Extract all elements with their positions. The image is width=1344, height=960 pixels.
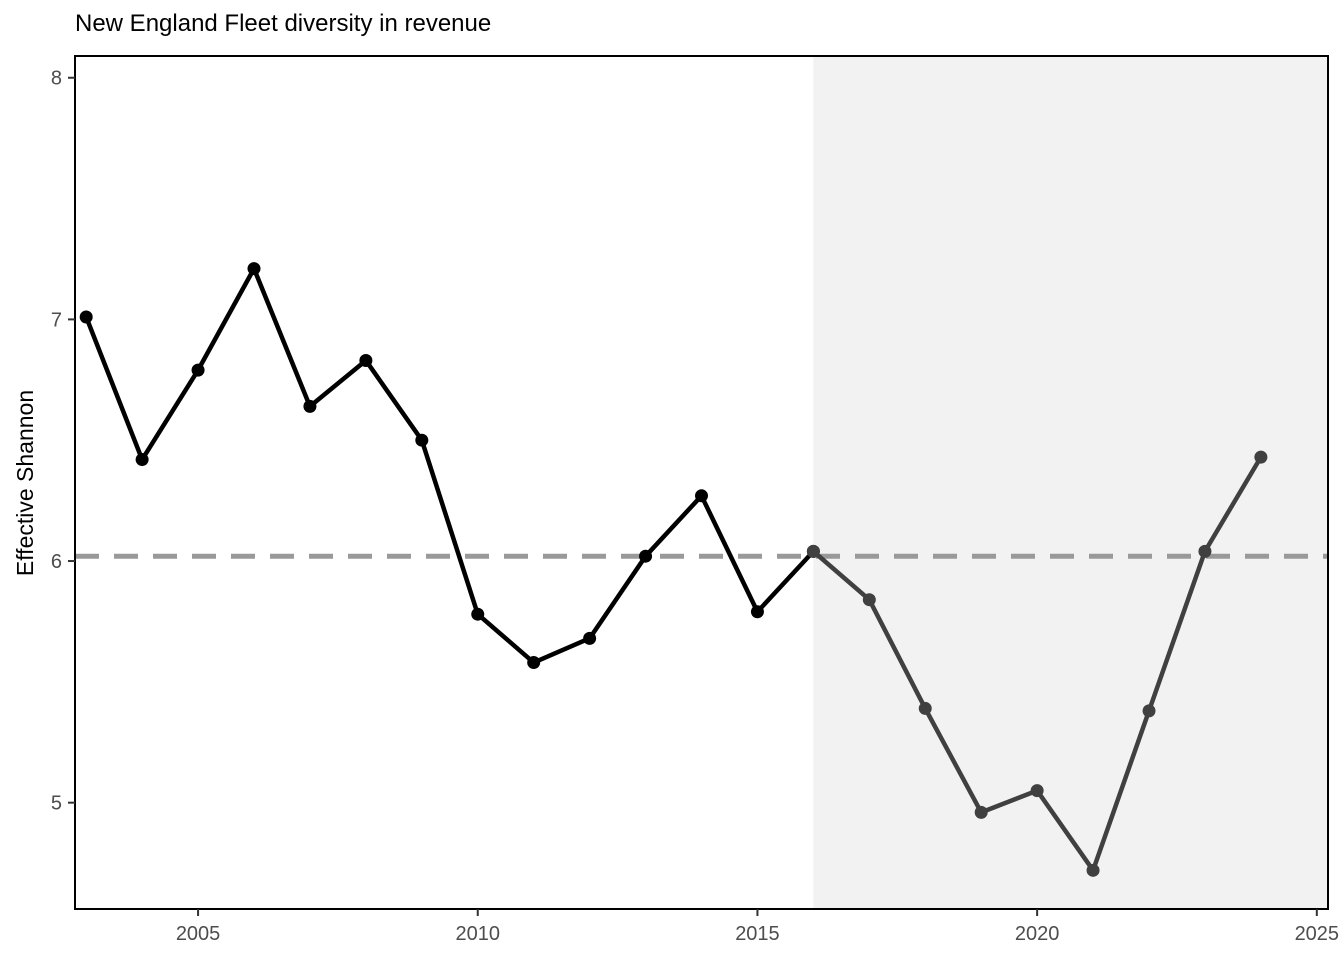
data-point [583, 631, 597, 645]
x-tick-label: 2020 [1015, 923, 1060, 945]
data-point [1030, 784, 1044, 798]
y-tick-label: 5 [51, 793, 62, 815]
data-point [806, 544, 820, 558]
data-point [1142, 704, 1156, 718]
y-tick-label: 8 [51, 68, 62, 90]
data-point [359, 353, 373, 367]
x-tick-label: 2015 [735, 923, 780, 945]
data-point [918, 701, 932, 715]
data-point [750, 605, 764, 619]
x-tick-label: 2025 [1295, 923, 1340, 945]
y-tick-label: 6 [51, 551, 62, 573]
data-point [695, 489, 708, 503]
data-point [135, 453, 149, 467]
plot-panel-border [74, 55, 1329, 910]
data-point [1198, 544, 1212, 558]
data-point [415, 433, 429, 447]
data-point [191, 363, 205, 377]
data-point [639, 549, 653, 563]
data-point [527, 656, 541, 670]
data-point [1254, 450, 1268, 464]
y-axis-title: Effective Shannon [12, 390, 38, 576]
data-point [247, 262, 261, 276]
chart-title: New England Fleet diversity in revenue [75, 10, 492, 37]
x-tick-label: 2010 [456, 923, 501, 945]
series-line-1 [84, 266, 816, 665]
data-point [862, 593, 876, 607]
data-point [303, 399, 317, 413]
x-tick-label: 2005 [176, 923, 221, 945]
shaded-region [813, 56, 1328, 909]
data-point [79, 310, 93, 324]
data-point [471, 607, 485, 621]
data-point [974, 805, 988, 819]
data-point [1086, 863, 1100, 877]
y-tick-label: 7 [51, 309, 62, 331]
